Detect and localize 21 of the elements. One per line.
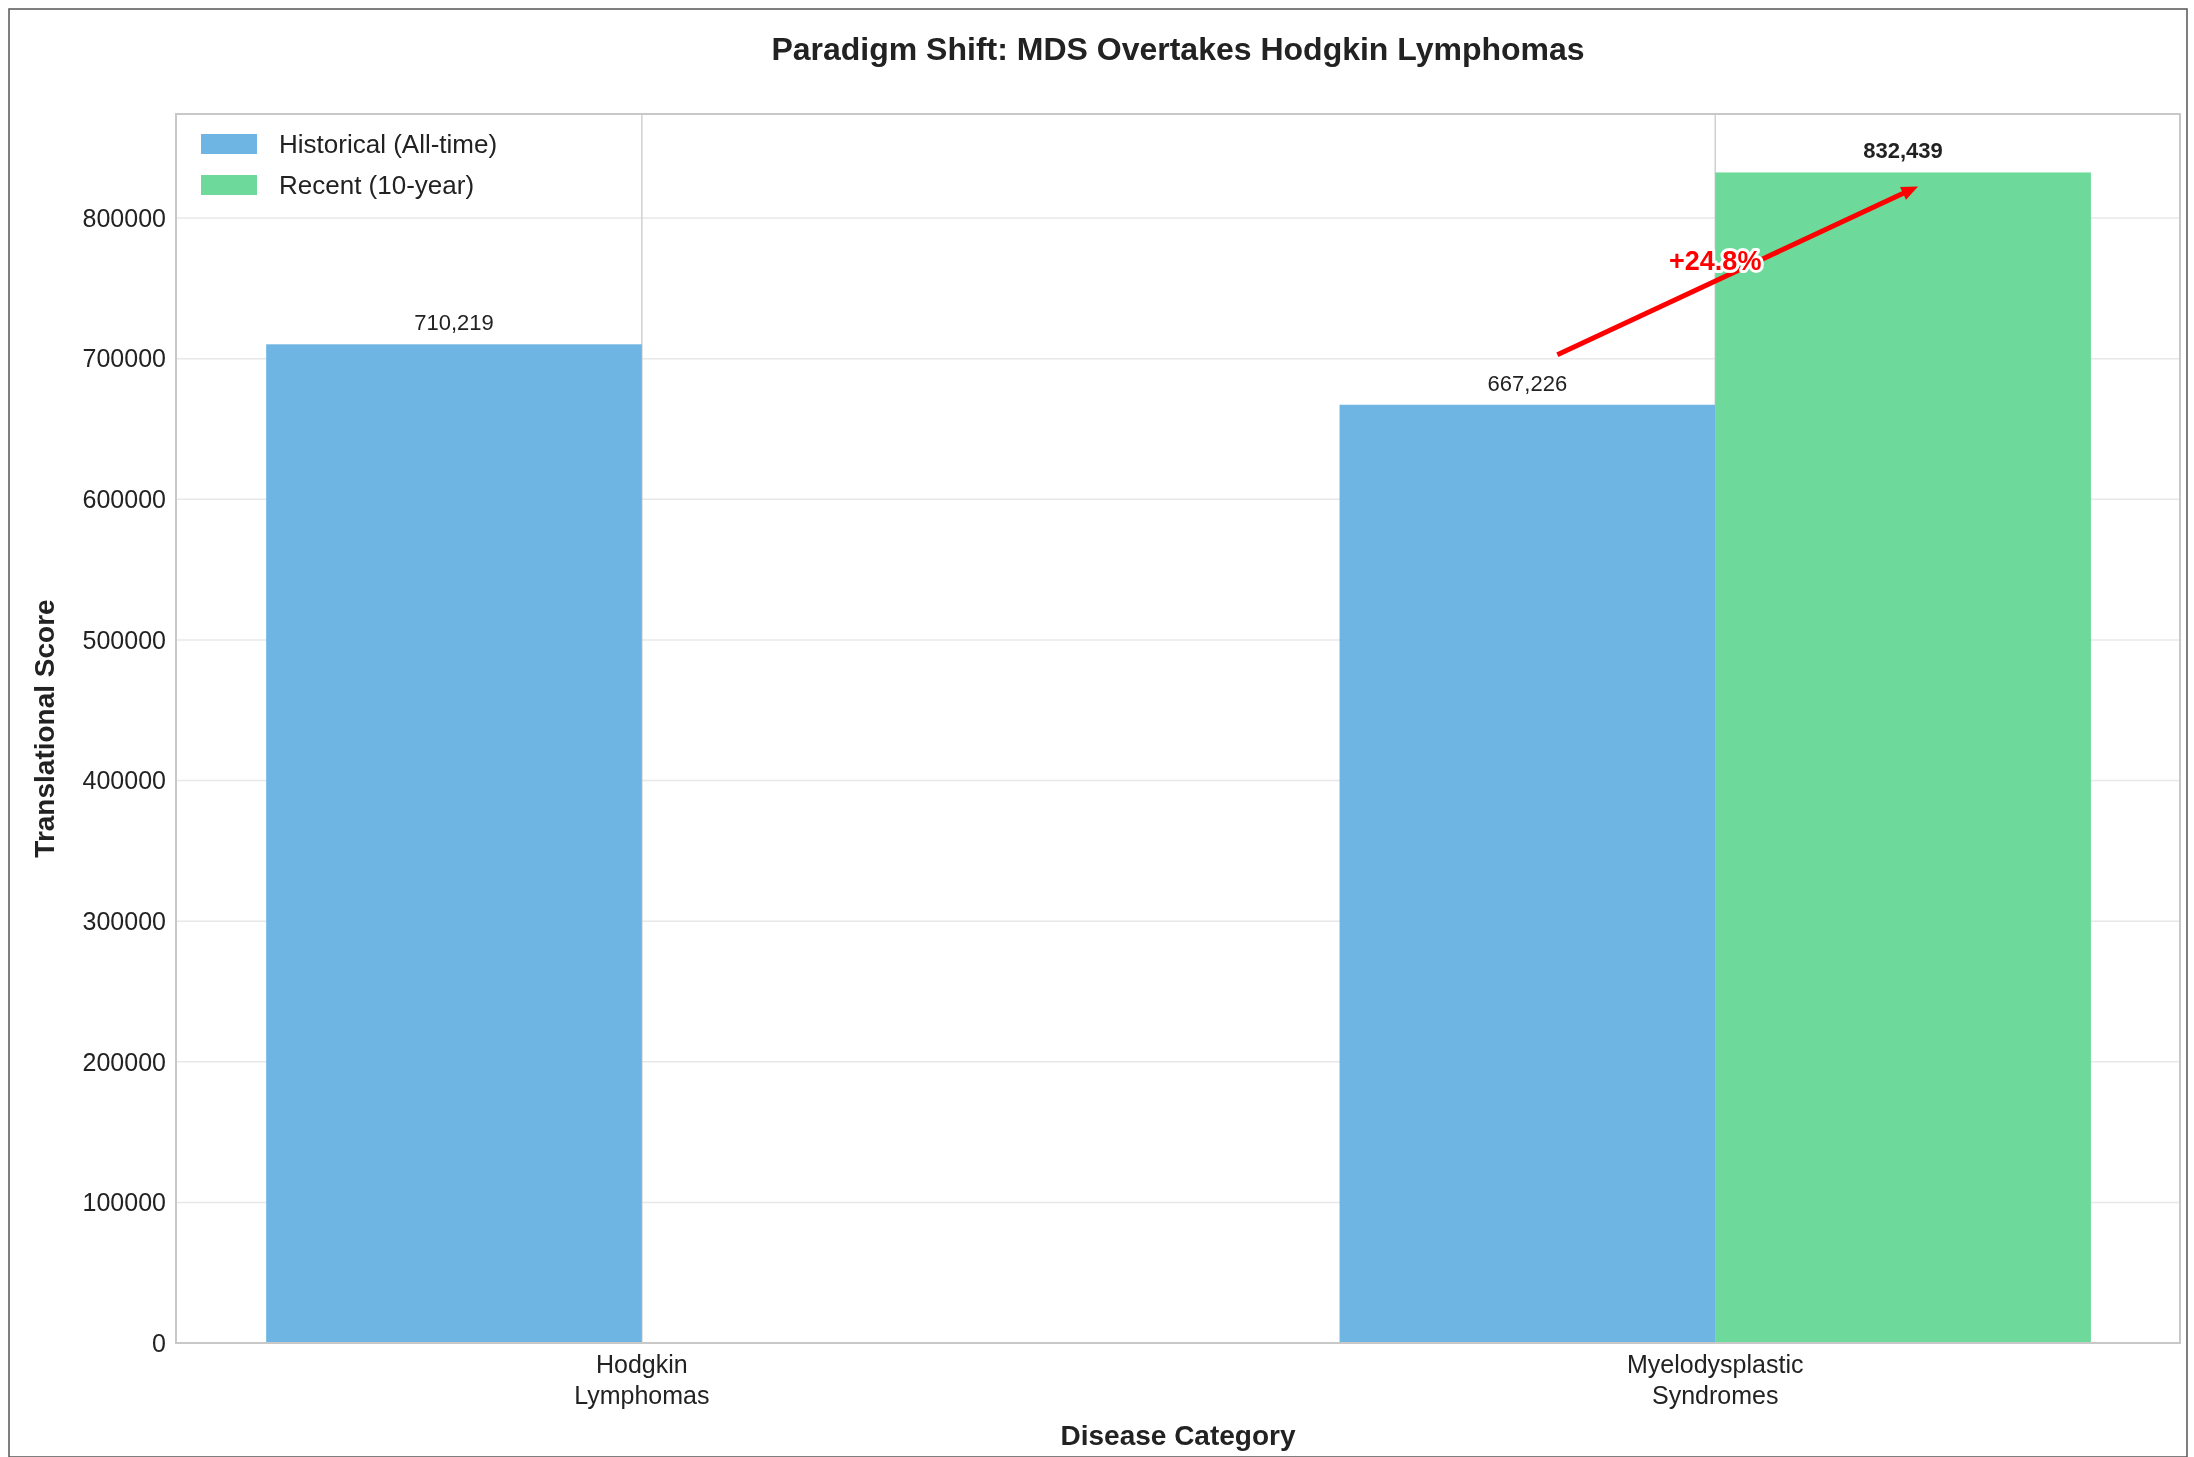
data-label: 667,226 [1487,370,1568,396]
y-tick-label: 800000 [82,203,166,232]
legend-label: Recent (10-year) [279,170,475,201]
legend-label: Historical (All-time) [279,129,498,160]
y-tick-label: 700000 [82,344,166,373]
data-label: 832,439 [1863,138,1943,164]
x-tick-label: Hodgkin Lymphomas [574,1350,710,1409]
y-tick-label: 600000 [82,485,166,514]
chart-title: Paradigm Shift: MDS Overtakes Hodgkin Lymphomas [771,31,1585,67]
y-tick-label: 400000 [82,766,166,795]
data-label: 710,219 [414,310,494,336]
y-axis-title: Translational Score [29,599,60,858]
bar [1339,404,1716,1343]
y-tick-label: 200000 [82,1047,166,1076]
y-tick-label: 500000 [82,625,166,654]
x-axis-title: Disease Category [1060,1420,1296,1451]
x-tick-label: Myelodysplastic Syndromes [1627,1350,1804,1409]
y-tick-label: 100000 [82,1188,166,1217]
bar [266,344,642,1343]
y-tick-label: 300000 [82,906,166,935]
y-tick-label: 0 [152,1328,166,1357]
